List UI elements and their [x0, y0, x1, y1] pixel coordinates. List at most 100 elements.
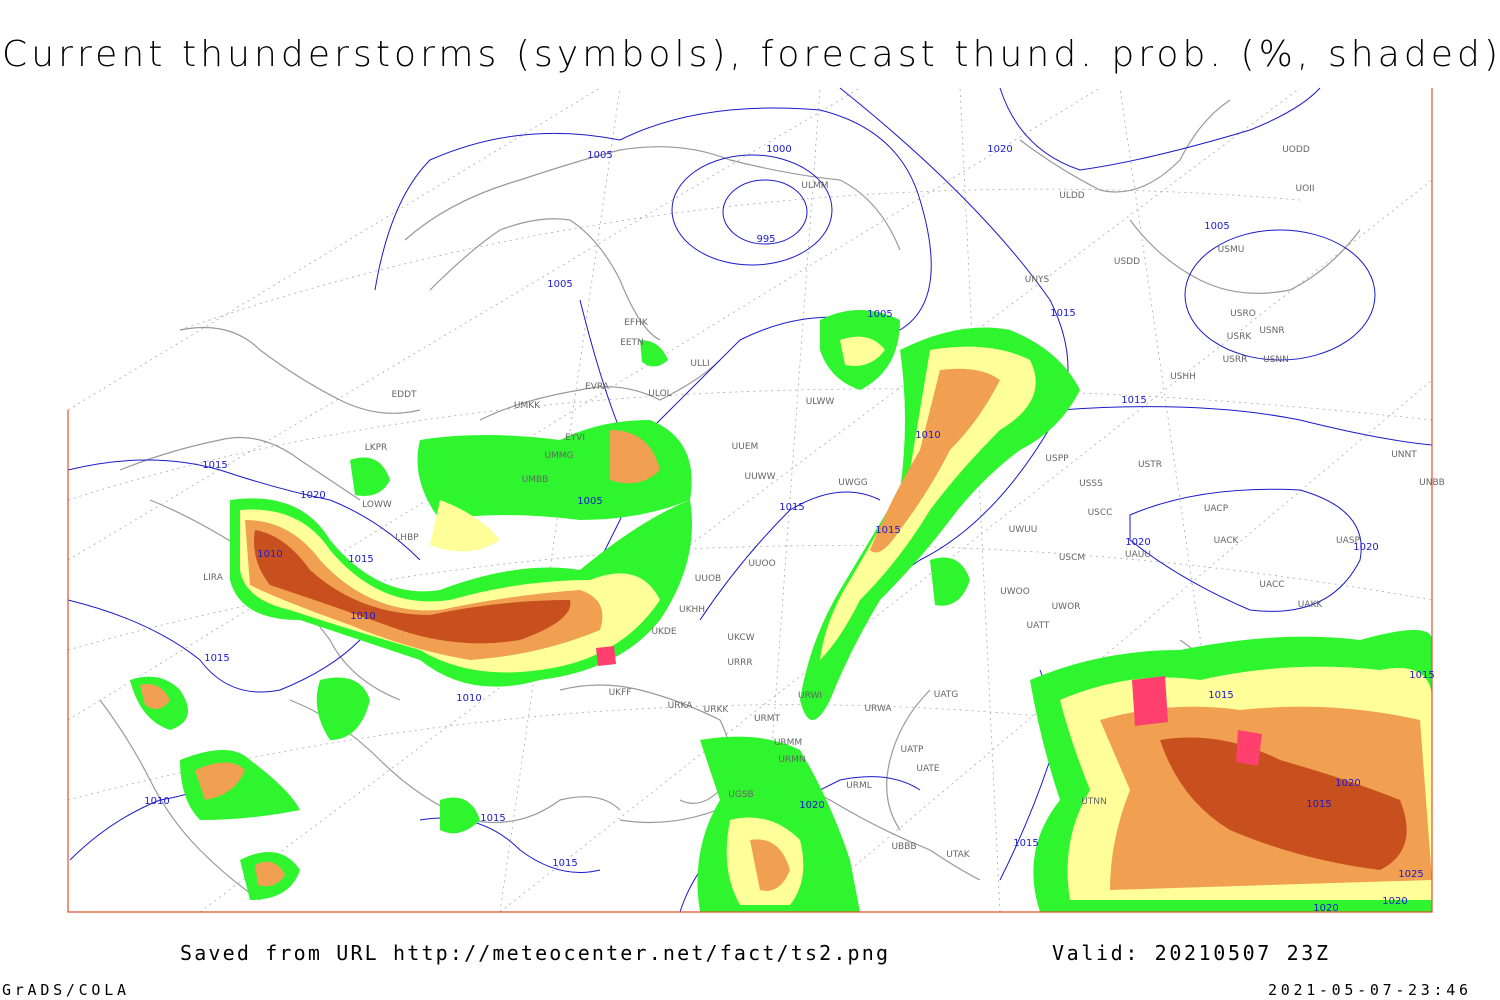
station-label: LKPR — [365, 443, 388, 453]
station-label: USNR — [1259, 326, 1284, 336]
isobar-label: 1020 — [1125, 537, 1150, 548]
isobar-label: 1020 — [799, 800, 824, 811]
station-label: UASP — [1336, 536, 1360, 546]
station-label: UUWW — [745, 472, 776, 482]
station-label: UGSB — [728, 790, 753, 800]
isobar-label: 1020 — [300, 490, 325, 501]
station-label: UWOO — [1000, 587, 1030, 597]
station-label: ULOL — [648, 389, 671, 399]
station-label: URMT — [754, 714, 781, 724]
isobar-label: 1015 — [779, 502, 804, 513]
station-label: UUOO — [748, 559, 775, 569]
isobar-label: 1010 — [350, 611, 375, 622]
isobar-label: 1020 — [1335, 778, 1360, 789]
isobar-label: 1020 — [987, 144, 1012, 155]
station-label: USCC — [1088, 508, 1113, 518]
isobar-label: 1015 — [875, 525, 900, 536]
station-label: UBBB — [891, 842, 916, 852]
station-label: URML — [846, 781, 872, 791]
isobar-label: 1020 — [1382, 896, 1407, 907]
isobar-label: 1015 — [1013, 838, 1038, 849]
station-label: UWGG — [838, 478, 867, 488]
isobar-label: 1005 — [867, 309, 892, 320]
station-label: UMBB — [522, 475, 549, 485]
isobar-label: 1010 — [456, 693, 481, 704]
station-label: EDDT — [391, 390, 417, 400]
station-label: UNYS — [1025, 275, 1050, 285]
station-label: UKDE — [651, 627, 676, 637]
isobar-label: 1005 — [577, 496, 602, 507]
station-label: UATG — [934, 690, 959, 700]
station-label: URKK — [704, 705, 730, 715]
station-label: UACK — [1214, 536, 1240, 546]
station-label: UAUU — [1125, 550, 1151, 560]
isobar-label: 1015 — [1409, 670, 1434, 681]
station-label: UACP — [1204, 504, 1229, 514]
station-label: UACC — [1259, 580, 1284, 590]
station-label: USRR — [1223, 355, 1248, 365]
station-label: USTR — [1138, 460, 1162, 470]
graticule — [67, 87, 1433, 913]
isobar-labels: 1005 1000 995 1020 1005 1005 1015 1005 1015 1010 1… — [144, 144, 1434, 914]
station-label: URWI — [798, 691, 822, 701]
station-label: EYVI — [565, 433, 585, 443]
station-label: URMN — [778, 755, 805, 765]
valid-time: Valid: 20210507 23Z — [1052, 941, 1328, 965]
isobar-label: 1020 — [1353, 542, 1378, 553]
isobar-label: 1005 — [547, 279, 572, 290]
map-frame — [67, 88, 1433, 913]
isobar-label: 1000 — [766, 144, 791, 155]
isobar-label: 1015 — [1121, 395, 1146, 406]
isobar-label: 1005 — [587, 150, 612, 161]
station-label: UWUU — [1009, 525, 1038, 535]
station-label: USPP — [1045, 454, 1069, 464]
isobar-label: 1015 — [1050, 308, 1075, 319]
station-label: UUOB — [695, 574, 721, 584]
station-label: USDD — [1114, 257, 1140, 267]
isobar-label: 1010 — [915, 430, 940, 441]
isobar-label: 1010 — [257, 549, 282, 560]
isobar-label: 1015 — [348, 554, 373, 565]
station-label: UKCW — [727, 633, 754, 643]
station-label: UODD — [1282, 145, 1310, 155]
station-label: USRO — [1230, 309, 1256, 319]
station-label: UMKK — [514, 401, 541, 411]
station-label: UMMG — [544, 451, 573, 461]
isobar-label: 1025 — [1398, 869, 1423, 880]
station-label: UATE — [916, 764, 940, 774]
station-labels: ULMM ULDD UODD UOII USDD USMU UNYS USRO USRK USNR… — [203, 145, 1445, 860]
station-label: USMU — [1218, 245, 1245, 255]
station-label: LIRA — [203, 573, 224, 583]
station-label: ULMM — [801, 181, 828, 191]
isobar-label: 1015 — [204, 653, 229, 664]
station-label: EVRA — [585, 382, 610, 392]
station-label: LHBP — [395, 533, 419, 543]
station-label: USCM — [1059, 553, 1085, 563]
isobar-label: 1015 — [202, 460, 227, 471]
isobar-label: 1015 — [1208, 690, 1233, 701]
station-label: UNBB — [1419, 478, 1445, 488]
station-label: USRK — [1227, 332, 1253, 342]
station-label: URRR — [727, 658, 752, 668]
station-label: USSS — [1079, 479, 1103, 489]
station-label: LOWW — [362, 500, 392, 510]
station-label: USNN — [1263, 355, 1289, 365]
isobar-label: 995 — [756, 234, 775, 245]
station-label: UNNT — [1391, 450, 1417, 460]
station-label: UATT — [1027, 621, 1050, 631]
isobar-label: 1015 — [1306, 799, 1331, 810]
station-label: USHH — [1170, 372, 1196, 382]
station-label: UOII — [1296, 184, 1315, 194]
station-label: UWOR — [1052, 602, 1081, 612]
station-label: EETN — [620, 338, 644, 348]
station-label: ULDD — [1059, 191, 1085, 201]
isobar-label: 1015 — [480, 813, 505, 824]
isobar-label: 1005 — [1204, 221, 1229, 232]
station-label: UTNN — [1081, 797, 1107, 807]
station-label: UTAK — [946, 850, 971, 860]
station-label: UKHH — [679, 605, 705, 615]
title: Current thunderstorms (symbols), forecas… — [2, 34, 1498, 75]
isobar-label: 1010 — [144, 796, 169, 807]
station-label: UAKK — [1298, 600, 1324, 610]
station-label: ULLI — [690, 359, 709, 369]
